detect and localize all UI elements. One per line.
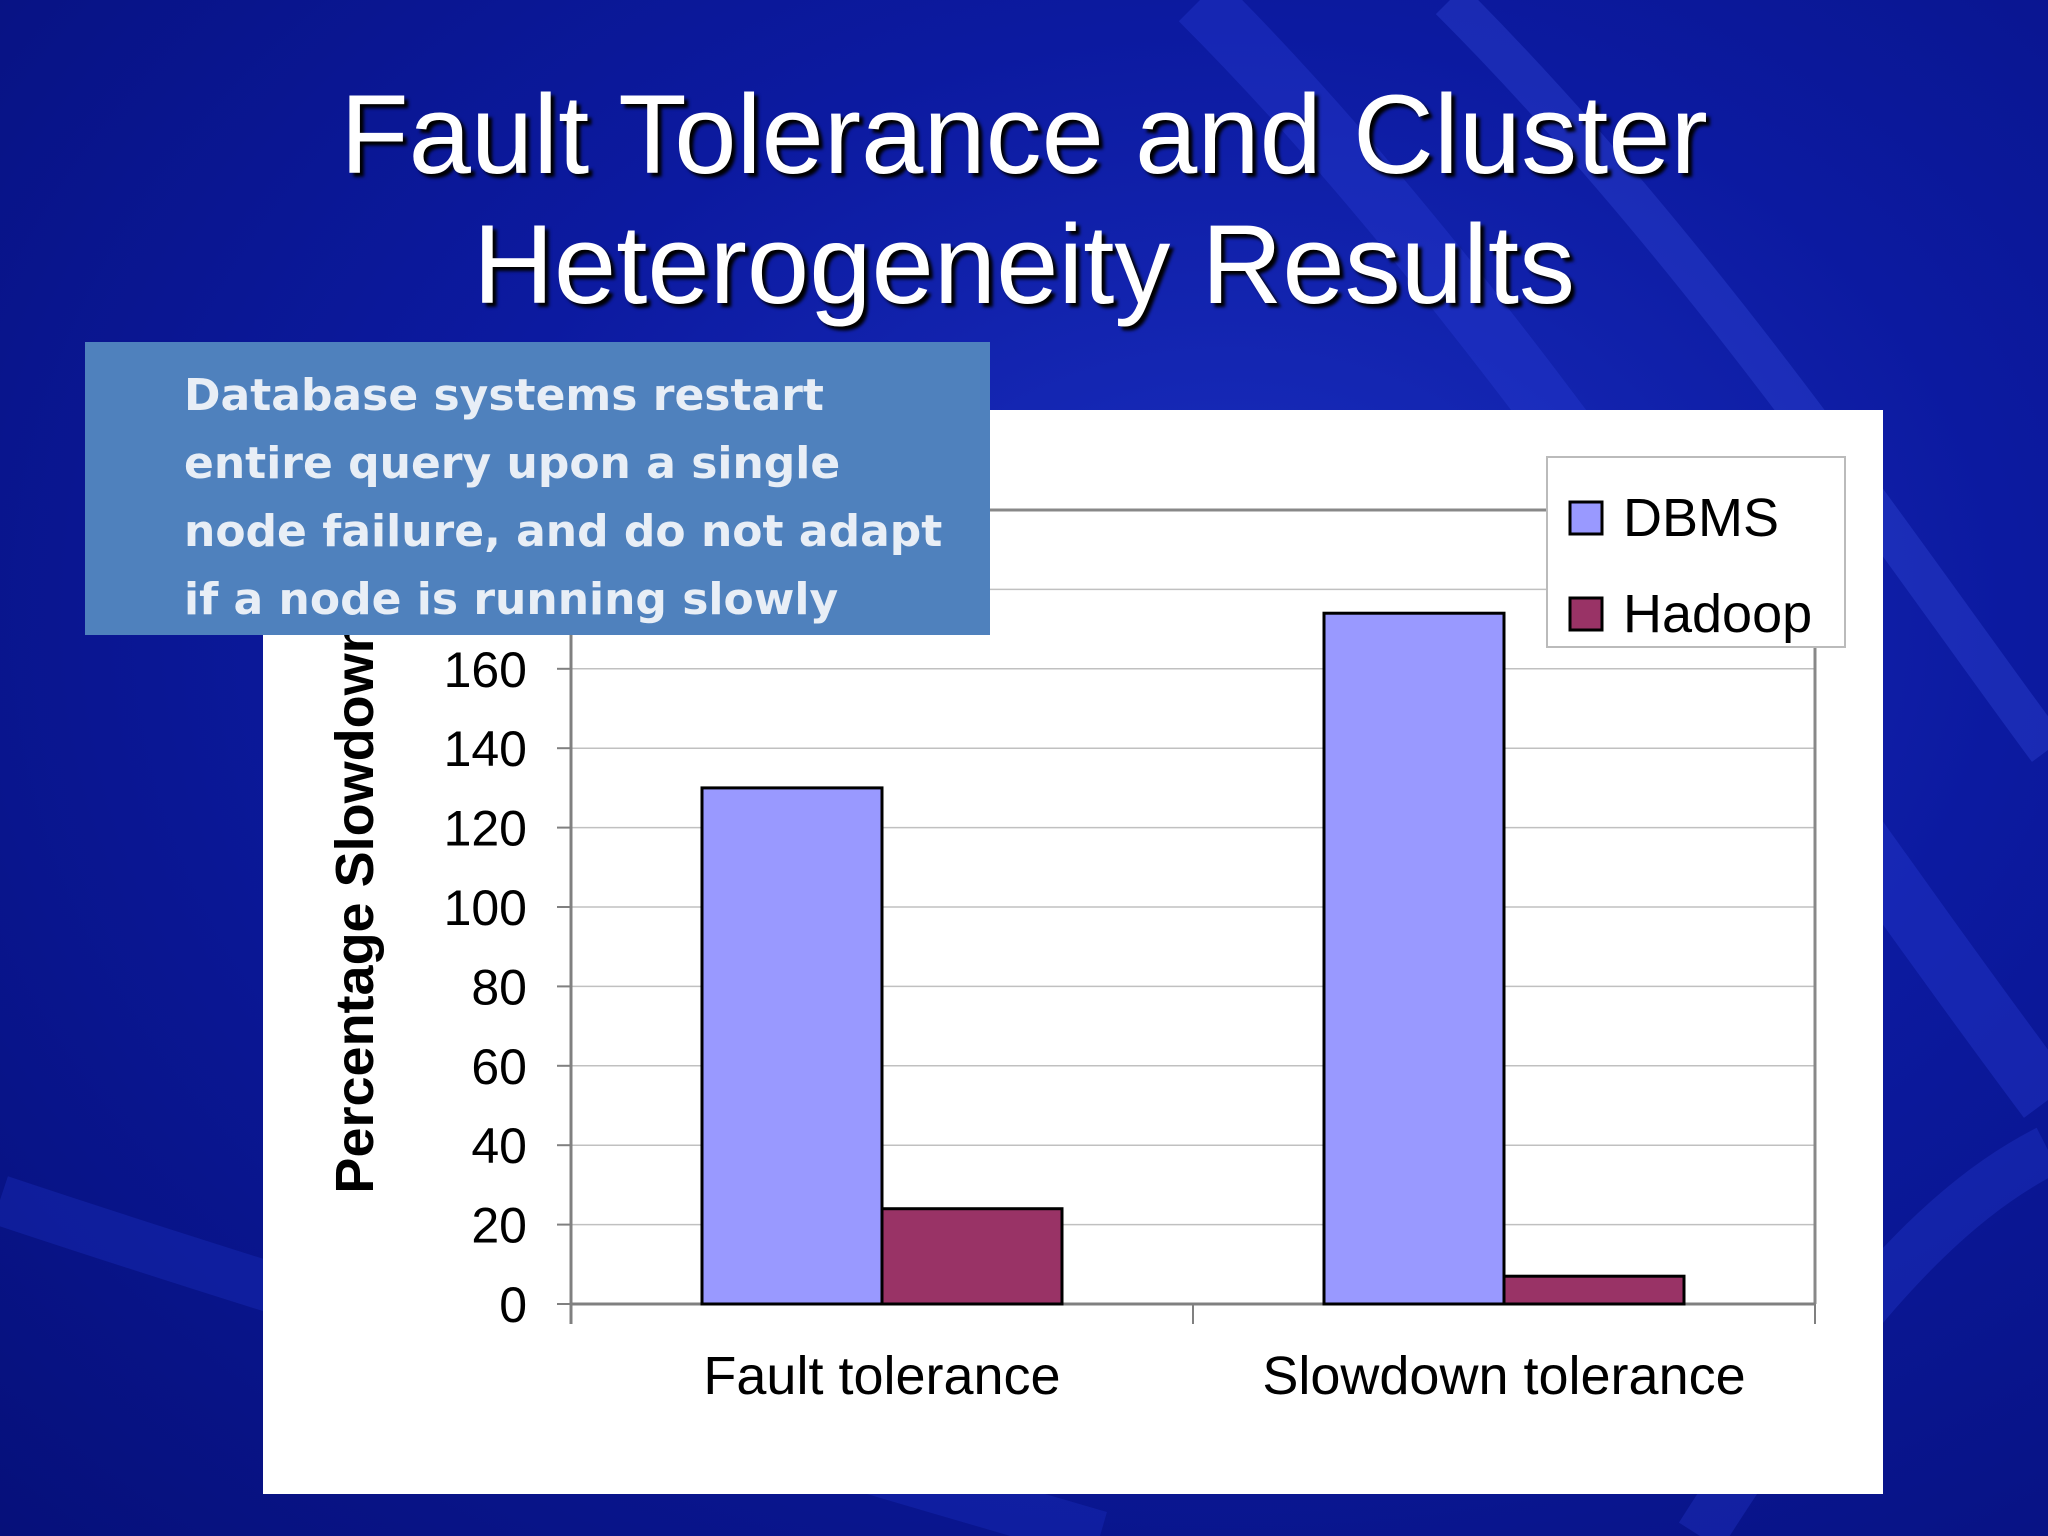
legend-swatch-hadoop [1568, 596, 1604, 632]
y-axis-label: Percentage Slowdown [325, 620, 385, 1193]
bar-hadoop [1502, 1274, 1686, 1306]
callout-box: Database systems restart entire query up… [85, 342, 990, 635]
bar-dbms [1322, 611, 1506, 1306]
y-tick-label: 40 [471, 1118, 527, 1174]
x-tick-label: Fault tolerance [703, 1346, 1060, 1406]
x-tick-label: Slowdown tolerance [1262, 1346, 1745, 1406]
legend-swatch-dbms [1568, 500, 1604, 536]
y-tick-label: 140 [444, 721, 527, 777]
slide-title: Fault Tolerance and Cluster Heterogeneit… [0, 70, 2048, 330]
bar-hadoop [880, 1207, 1064, 1306]
legend-label-dbms: DBMS [1623, 488, 1779, 548]
y-tick-label: 20 [471, 1198, 527, 1254]
y-tick-label: 60 [471, 1039, 527, 1095]
callout-text: Database systems restart entire query up… [184, 370, 943, 625]
legend-label-hadoop: Hadoop [1623, 584, 1812, 644]
y-tick-label: 120 [444, 801, 527, 857]
y-tick-label: 0 [499, 1277, 527, 1333]
slide-title-line-2: Heterogeneity Results [473, 202, 1575, 327]
bar-chart: 0 20 40 60 80 100 120 140 160 Fault tolerance Slow… [325, 456, 1846, 1406]
y-tick-label: 80 [471, 959, 527, 1015]
bar-dbms [700, 786, 884, 1306]
slide-title-line-1: Fault Tolerance and Cluster [340, 72, 1708, 197]
y-tick-label: 100 [444, 880, 527, 936]
y-tick-label: 160 [444, 642, 527, 698]
